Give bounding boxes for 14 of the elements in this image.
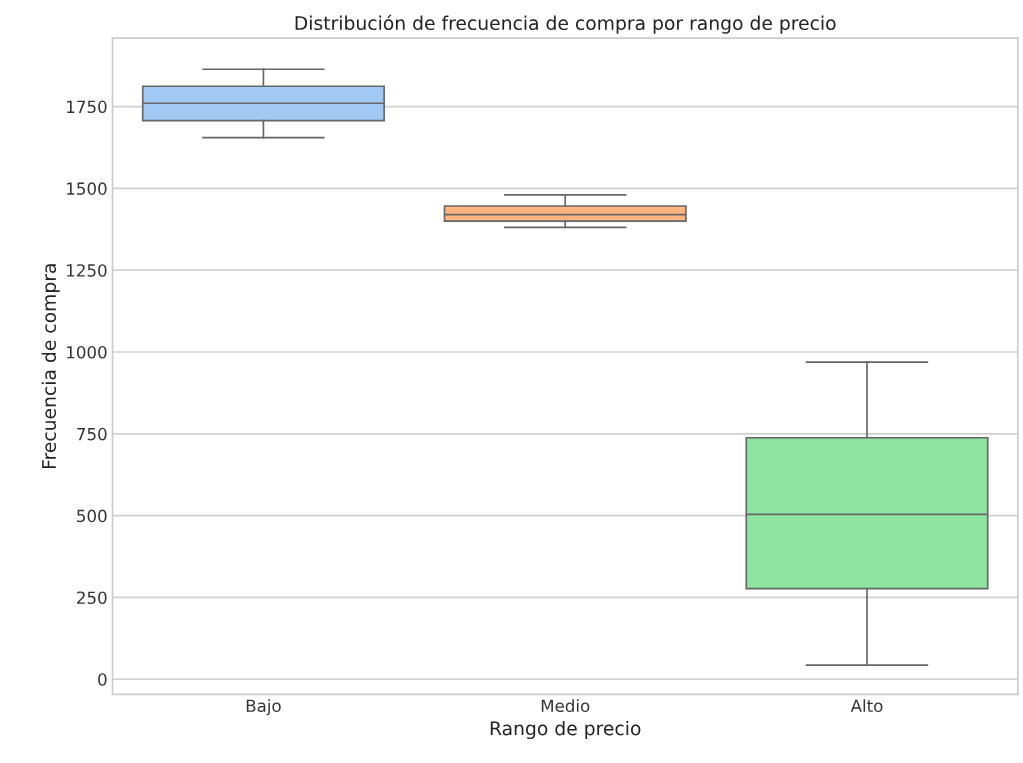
x-tick-label: Medio (541, 699, 590, 713)
chart-title: Distribución de frecuencia de compra por rango de precio (295, 14, 836, 34)
x-axis-title: Rango de precio (490, 720, 641, 740)
x-tick-label: Alto (850, 699, 883, 713)
y-tick-label: 1750 (67, 100, 107, 114)
y-tick-label: 750 (77, 427, 107, 441)
y-tick-label: 1500 (67, 182, 107, 195)
x-tick-label: Bajo (246, 699, 281, 716)
y-tick-label: 1000 (67, 345, 107, 359)
y-tick-label: 500 (77, 509, 107, 523)
y-axis-title: Frecuencia de compra (41, 264, 60, 469)
y-tick-label: 0 (98, 673, 107, 686)
y-tick-label: 250 (77, 591, 107, 605)
y-tick-label: 1250 (67, 264, 107, 277)
